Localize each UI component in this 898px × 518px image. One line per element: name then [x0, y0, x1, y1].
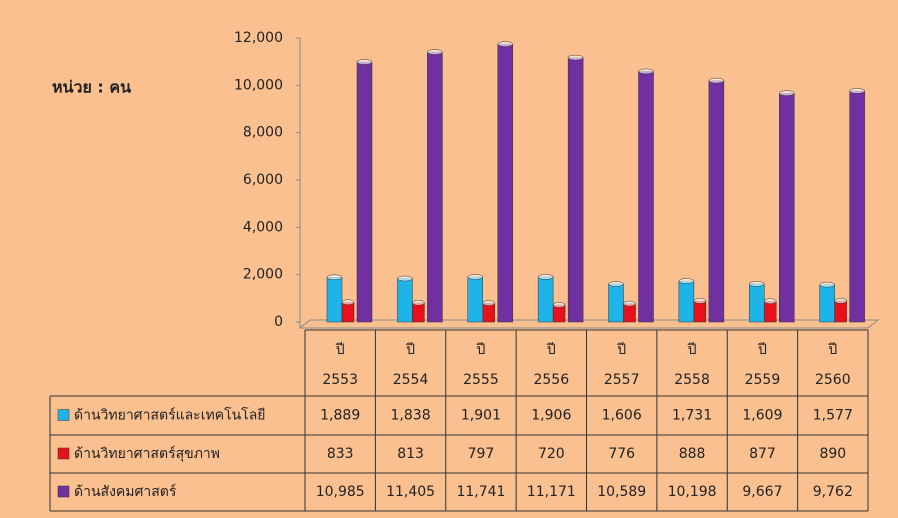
bar-top — [537, 274, 554, 280]
bar-top — [764, 298, 777, 304]
bar — [356, 61, 373, 323]
legend-swatch — [57, 447, 70, 460]
bar-top — [412, 300, 425, 306]
table-value: 1,731 — [672, 408, 712, 424]
y-tick-label: 12,000 — [234, 30, 283, 46]
legend-label: ด้านวิทยาศาสตร์และเทคโนโลยี — [74, 407, 265, 424]
bar-top — [849, 88, 865, 94]
table-value: 11,171 — [527, 484, 576, 500]
y-tick-label: 2,000 — [243, 267, 283, 283]
bar — [849, 90, 865, 323]
category-label: ปี 2555 — [463, 342, 499, 388]
table-value: 11,405 — [386, 484, 435, 500]
table-value: 10,985 — [316, 484, 365, 500]
bar-top — [427, 49, 443, 55]
bar-top — [497, 41, 513, 47]
bar-top — [678, 278, 695, 284]
table-value: 890 — [819, 446, 846, 462]
bar-top — [779, 90, 795, 96]
table-value: 720 — [538, 446, 565, 462]
table-value: 10,589 — [597, 484, 646, 500]
bar-top — [834, 298, 847, 304]
bar — [749, 283, 765, 323]
floor — [298, 319, 880, 329]
table-value: 1,609 — [742, 408, 782, 424]
bar-top — [567, 54, 584, 61]
legend-label: ด้านสังคมศาสตร์ — [74, 483, 177, 500]
bar-top — [482, 300, 495, 306]
category-label: ปี 2558 — [674, 342, 710, 388]
bar — [834, 300, 847, 323]
table-value: 1,901 — [461, 408, 501, 424]
bar-top — [397, 275, 413, 282]
table-value: 1,606 — [602, 408, 642, 424]
category-label: ปี 2554 — [392, 342, 429, 388]
y-tick-label: 6,000 — [243, 172, 283, 188]
y-tick-label: 10,000 — [234, 77, 283, 93]
bar-top — [693, 298, 707, 304]
bar-top — [326, 274, 343, 281]
bar — [567, 57, 584, 323]
bar-top — [467, 274, 483, 280]
bar — [764, 300, 777, 323]
bar — [608, 283, 624, 323]
bar — [819, 284, 835, 323]
table-value: 1,889 — [320, 408, 360, 424]
bar — [482, 302, 495, 323]
bar — [708, 80, 725, 323]
category-label: ปี 2553 — [322, 342, 358, 388]
bar — [537, 276, 554, 323]
bar — [427, 51, 443, 323]
table-value: 877 — [749, 446, 776, 462]
bar-top — [608, 281, 624, 287]
table-value: 797 — [468, 446, 495, 462]
bar — [412, 302, 425, 323]
bar — [779, 92, 795, 323]
table-value: 10,198 — [668, 484, 717, 500]
bar-top — [341, 299, 355, 306]
bar-top — [552, 302, 566, 308]
y-tick-label: 4,000 — [243, 219, 283, 235]
table-value: 776 — [608, 446, 635, 462]
table-value: 813 — [397, 446, 424, 462]
legend-label: ด้านวิทยาศาสตร์สุขภาพ — [74, 445, 220, 462]
table-value: 11,741 — [456, 484, 505, 500]
bar — [341, 302, 355, 323]
bar-top — [623, 300, 636, 307]
table-value: 9,667 — [742, 484, 782, 500]
category-label: ปี 2557 — [603, 342, 640, 388]
bar — [467, 276, 483, 323]
bar-top — [638, 68, 654, 75]
y-tick-label: 0 — [274, 314, 283, 330]
category-label: ปี 2556 — [533, 342, 570, 388]
table-value: 888 — [679, 446, 706, 462]
bar-top — [819, 281, 835, 288]
bar — [397, 278, 413, 323]
legend-swatch — [57, 485, 70, 498]
bar-top — [356, 59, 373, 65]
table-value: 1,577 — [813, 408, 853, 424]
bar-top — [708, 77, 725, 84]
table-value: 1,838 — [391, 408, 431, 424]
table-value: 9,762 — [813, 484, 853, 500]
bar — [638, 71, 654, 323]
table-value: 833 — [327, 446, 354, 462]
bar — [678, 280, 695, 323]
legend-swatch — [57, 409, 70, 421]
y-tick-label: 8,000 — [243, 125, 283, 141]
unit-annotation: หน่วย : คน — [52, 78, 131, 97]
bar — [623, 303, 636, 323]
category-label: ปี 2559 — [744, 342, 781, 388]
bar-top — [749, 281, 765, 287]
category-label: ปี 2560 — [814, 342, 851, 388]
bar — [326, 277, 343, 323]
table-value: 1,906 — [531, 408, 571, 424]
bar — [497, 43, 513, 323]
bar — [693, 300, 707, 323]
